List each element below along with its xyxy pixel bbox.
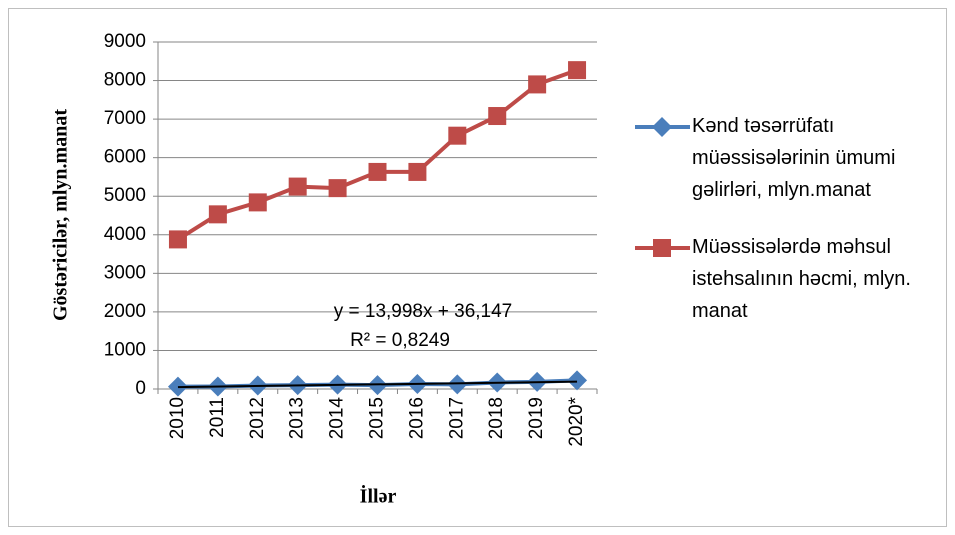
marker (328, 179, 347, 198)
y-tick-label: 6000 (104, 147, 146, 168)
x-tick-label: 2017 (446, 397, 467, 439)
y-tick-label: 7000 (104, 108, 146, 129)
x-tick-label: 2018 (486, 397, 507, 439)
legend-label: Müəssisələrdə məhsul istehsalının həcmi,… (692, 236, 911, 322)
y-tick-label: 2000 (104, 301, 146, 322)
y-tick-label: 4000 (104, 224, 146, 245)
x-tick-label: 2016 (406, 397, 427, 439)
legend-marker (652, 117, 672, 137)
x-tick-label: 2020* (566, 396, 587, 446)
y-tick-label: 8000 (104, 70, 146, 91)
y-tick-label: 3000 (104, 262, 146, 283)
trendline-r2: R² = 0,8249 (350, 330, 450, 351)
marker (447, 374, 468, 395)
y-tick-label: 0 (135, 378, 146, 399)
x-tick-label: 2015 (367, 397, 388, 439)
marker (408, 162, 427, 181)
x-tick-label: 2011 (207, 397, 228, 438)
marker (288, 177, 307, 196)
marker (368, 162, 387, 181)
y-tick-label: 5000 (104, 185, 146, 206)
marker (248, 193, 267, 212)
x-tick-label: 2012 (247, 397, 268, 439)
y-axis-title: Göstəricilər, mlyn.manat (50, 109, 72, 321)
legend-marker (653, 239, 671, 257)
legend-label: Kənd təsərrüfatı müəssisələrinin ümumi g… (692, 115, 896, 201)
chart-border (8, 8, 947, 527)
marker (448, 126, 467, 145)
marker (568, 61, 587, 80)
trendline-equation: y = 13,998x + 36,147 (334, 301, 513, 322)
trendline (177, 380, 578, 389)
y-tick-label: 9000 (104, 31, 146, 52)
marker (567, 370, 588, 391)
x-tick-label: 2010 (167, 397, 188, 439)
marker (208, 205, 227, 224)
x-tick-label: 2013 (287, 397, 308, 439)
x-axis-title: İllər (360, 484, 397, 508)
y-tick-label: 1000 (104, 339, 146, 360)
x-tick-label: 2019 (526, 397, 547, 439)
marker (488, 107, 507, 126)
x-tick-label: 2014 (327, 397, 348, 440)
marker (528, 75, 547, 94)
marker (168, 230, 187, 249)
